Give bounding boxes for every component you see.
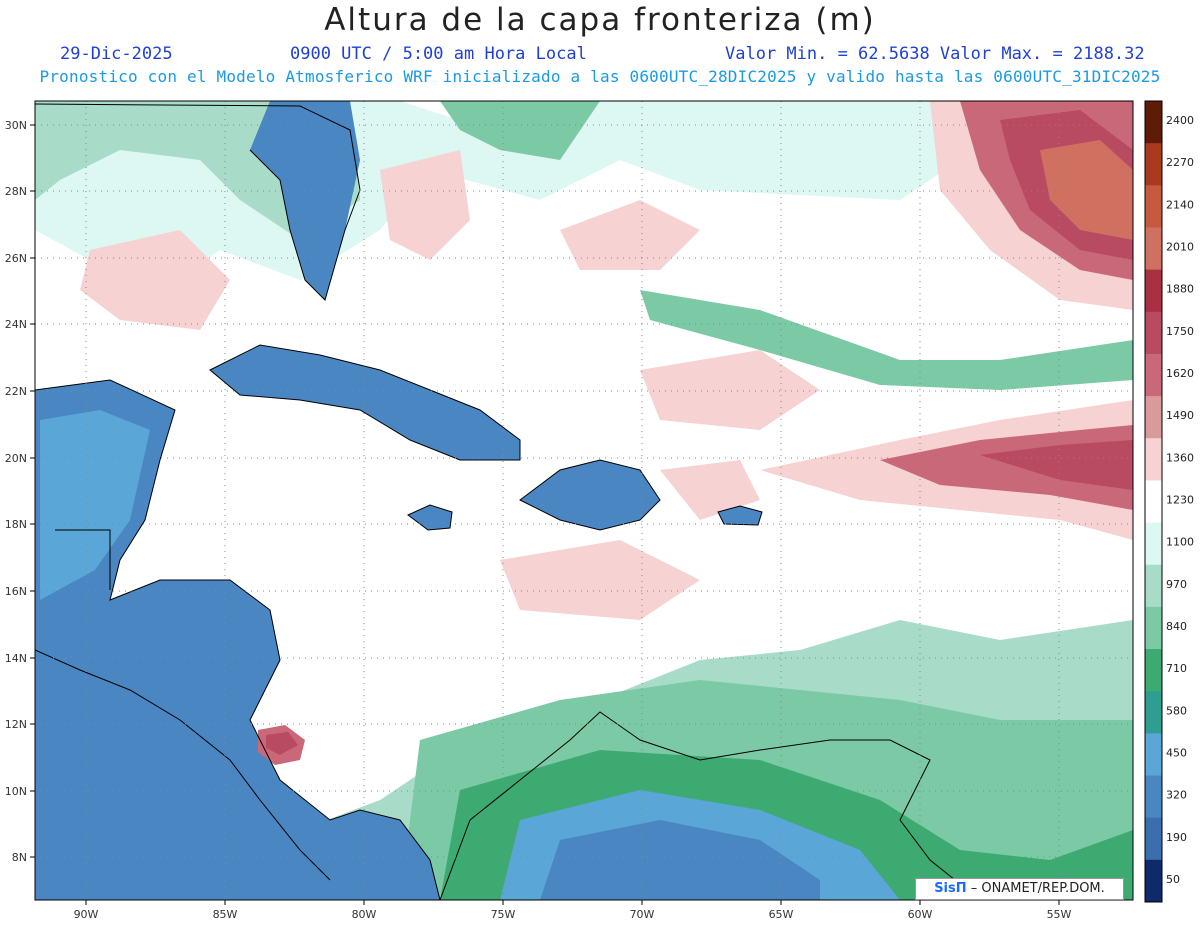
axis-ticks [30,124,1060,905]
model-info: Pronostico con el Modelo Atmosferico WRF… [39,67,1161,86]
credit-box: SisΠ – ONAMET/REP.DOM. [915,878,1124,900]
legend-swatch [1145,859,1162,903]
color-legend: 2400 2270 2140 2010 1880 1750 1620 1490 1360 1230… [1144,100,1194,903]
legend-label: 1230 [1166,494,1194,507]
legend-border [1144,100,1163,903]
lat-label: 22N [5,385,27,398]
legend-swatch [1145,143,1162,186]
lon-labels: 90W 85W 80W 75W 70W 65W 60W 55W [74,908,1072,921]
legend-swatch [1145,691,1162,734]
legend-label: 2400 [1166,114,1194,127]
legend-swatch [1145,101,1162,144]
credit-text: – ONAMET/REP.DOM. [970,881,1105,896]
legend-label: 710 [1166,662,1187,675]
lat-labels: 30N 28N 26N 24N 22N 20N 18N 16N 14N 12N … [5,119,27,864]
legend-swatch [1145,606,1162,650]
lat-label: 16N [5,585,27,598]
sispi-logo: SisΠ [934,881,967,896]
lon-label: 60W [908,908,933,921]
lat-label: 20N [5,452,27,465]
legend-swatch [1145,311,1162,355]
legend-label: 840 [1166,620,1187,633]
lat-label: 14N [5,652,27,665]
legend-swatch [1145,564,1162,608]
legend-label: 450 [1166,746,1187,759]
legend-label: 320 [1166,789,1187,802]
legend-swatch [1145,817,1162,861]
plot-frame [34,100,1134,901]
min-max-values: Valor Min. = 62.5638 Valor Max. = 2188.3… [725,44,1145,64]
legend-swatch [1145,775,1162,819]
lon-label: 65W [769,908,794,921]
legend-label: 1620 [1166,367,1194,380]
legend-swatch [1145,227,1162,271]
legend-swatch [1145,649,1162,692]
lon-label: 75W [491,908,516,921]
legend-swatch [1145,522,1162,566]
legend-swatch [1145,480,1162,524]
forecast-time: 0900 UTC / 5:00 am Hora Local [290,44,587,64]
legend-swatch [1145,353,1162,397]
legend-label: 1880 [1166,283,1194,296]
lon-label: 55W [1047,908,1072,921]
lat-label: 8N [12,851,27,864]
legend-swatch [1145,733,1162,777]
lat-label: 12N [5,718,27,731]
legend-label: 50 [1166,873,1180,886]
lon-label: 80W [352,908,377,921]
legend-label: 1750 [1166,325,1194,338]
lat-label: 10N [5,785,27,798]
forecast-date: 29-Dic-2025 [60,44,173,64]
legend-label: 970 [1166,578,1187,591]
legend-label: 580 [1166,704,1187,717]
contour-field [35,101,1133,900]
map-title: Altura de la capa fronteriza (m) [324,2,876,38]
lat-label: 28N [5,185,27,198]
legend-label: 2010 [1166,241,1194,254]
lat-label: 26N [5,252,27,265]
legend-label: 1490 [1166,409,1194,422]
legend-label: 2140 [1166,198,1194,211]
legend-swatch [1145,269,1162,313]
coastlines [35,103,981,900]
legend-label: 1360 [1166,451,1194,464]
legend-label: 1100 [1166,536,1194,549]
legend-swatch [1145,185,1162,228]
lon-label: 90W [74,908,99,921]
legend-swatch [1145,438,1162,481]
lat-label: 18N [5,518,27,531]
lat-label: 30N [5,119,27,132]
legend-label: 190 [1166,831,1187,844]
lat-label: 24N [5,318,27,331]
lon-label: 70W [630,908,655,921]
legend-label: 2270 [1166,156,1194,169]
lon-label: 85W [213,908,238,921]
legend-swatch [1145,396,1162,439]
